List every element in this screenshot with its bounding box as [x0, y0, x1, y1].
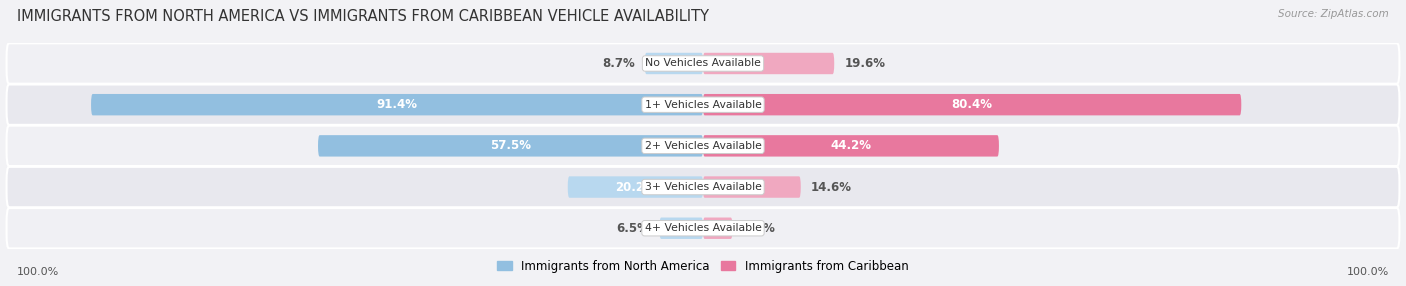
Text: 1+ Vehicles Available: 1+ Vehicles Available	[644, 100, 762, 110]
Text: IMMIGRANTS FROM NORTH AMERICA VS IMMIGRANTS FROM CARIBBEAN VEHICLE AVAILABILITY: IMMIGRANTS FROM NORTH AMERICA VS IMMIGRA…	[17, 9, 709, 23]
FancyBboxPatch shape	[703, 176, 801, 198]
FancyBboxPatch shape	[7, 84, 1399, 125]
FancyBboxPatch shape	[7, 43, 1399, 84]
Text: 3+ Vehicles Available: 3+ Vehicles Available	[644, 182, 762, 192]
Legend: Immigrants from North America, Immigrants from Caribbean: Immigrants from North America, Immigrant…	[492, 255, 914, 277]
Text: 8.7%: 8.7%	[602, 57, 634, 70]
Text: 20.2%: 20.2%	[614, 180, 655, 194]
Text: 80.4%: 80.4%	[952, 98, 993, 111]
Text: 91.4%: 91.4%	[377, 98, 418, 111]
Text: 100.0%: 100.0%	[17, 267, 59, 277]
FancyBboxPatch shape	[703, 53, 834, 74]
FancyBboxPatch shape	[318, 135, 703, 156]
FancyBboxPatch shape	[645, 53, 703, 74]
FancyBboxPatch shape	[91, 94, 703, 115]
Text: 4.4%: 4.4%	[742, 222, 775, 235]
FancyBboxPatch shape	[703, 218, 733, 239]
FancyBboxPatch shape	[703, 135, 998, 156]
FancyBboxPatch shape	[568, 176, 703, 198]
Text: 4+ Vehicles Available: 4+ Vehicles Available	[644, 223, 762, 233]
Text: 14.6%: 14.6%	[811, 180, 852, 194]
FancyBboxPatch shape	[7, 126, 1399, 166]
Text: Source: ZipAtlas.com: Source: ZipAtlas.com	[1278, 9, 1389, 19]
Text: 6.5%: 6.5%	[617, 222, 650, 235]
Text: 100.0%: 100.0%	[1347, 267, 1389, 277]
Text: No Vehicles Available: No Vehicles Available	[645, 59, 761, 68]
FancyBboxPatch shape	[703, 94, 1241, 115]
Text: 19.6%: 19.6%	[844, 57, 886, 70]
FancyBboxPatch shape	[659, 218, 703, 239]
Text: 2+ Vehicles Available: 2+ Vehicles Available	[644, 141, 762, 151]
FancyBboxPatch shape	[7, 167, 1399, 207]
Text: 57.5%: 57.5%	[491, 139, 531, 152]
Text: 44.2%: 44.2%	[831, 139, 872, 152]
FancyBboxPatch shape	[7, 208, 1399, 249]
